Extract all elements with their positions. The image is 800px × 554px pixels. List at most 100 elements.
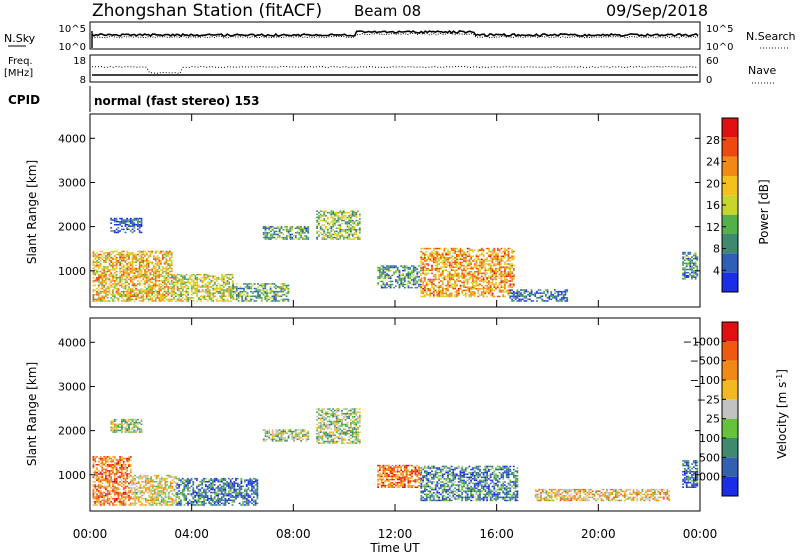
heatmap-cell — [495, 271, 497, 273]
heatmap-cell — [482, 281, 485, 284]
heatmap-cell — [332, 233, 334, 236]
heatmap-cell — [495, 272, 497, 275]
heatmap-cell — [687, 256, 690, 258]
heatmap-cell — [112, 491, 114, 494]
heatmap-cell — [396, 279, 399, 281]
heatmap-cell — [250, 300, 252, 302]
heatmap-cell — [307, 230, 310, 233]
heatmap-cell — [682, 268, 684, 271]
heatmap-cell — [126, 267, 129, 270]
heatmap-cell — [97, 280, 100, 282]
heatmap-cell — [157, 496, 160, 498]
heatmap-cell — [122, 273, 125, 276]
heatmap-cell — [103, 272, 105, 274]
heatmap-cell — [192, 292, 195, 294]
heatmap-cell — [684, 256, 686, 258]
heatmap-cell — [162, 488, 165, 491]
heatmap-cell — [687, 253, 690, 255]
heatmap-cell — [122, 496, 125, 498]
heatmap-cell — [126, 281, 129, 284]
heatmap-cell — [142, 294, 145, 296]
heatmap-cell — [457, 289, 460, 292]
heatmap-cell — [103, 260, 105, 262]
heatmap-cell — [559, 300, 561, 302]
heatmap-cell — [165, 298, 168, 301]
heatmap-cell — [424, 291, 426, 293]
heatmap-cell — [222, 286, 225, 288]
heatmap-cell — [121, 255, 123, 257]
heatmap-cell — [296, 238, 299, 240]
heatmap-cell — [192, 491, 195, 494]
heatmap-cell — [484, 291, 487, 293]
heatmap-cell — [96, 476, 98, 478]
heatmap-cell — [147, 260, 150, 262]
heatmap-cell — [268, 227, 270, 229]
heatmap-cell — [110, 250, 113, 253]
heatmap-cell — [447, 294, 449, 296]
heatmap-cell — [131, 263, 134, 265]
heatmap-cell — [154, 297, 157, 299]
heatmap-cell — [196, 286, 198, 288]
heatmap-cell — [235, 494, 237, 497]
heatmap-cell — [226, 481, 228, 483]
heatmap-cell — [504, 250, 506, 253]
heatmap-cell — [482, 288, 485, 290]
heatmap-cell — [222, 479, 225, 481]
heatmap-cell — [119, 462, 121, 464]
heatmap-cell — [504, 281, 506, 284]
heatmap-cell — [224, 482, 227, 484]
heatmap-cell — [126, 284, 129, 287]
heatmap-cell — [190, 290, 193, 293]
heatmap-cell — [380, 280, 383, 283]
heatmap-cell — [357, 219, 359, 222]
heatmap-cell — [242, 494, 244, 497]
heatmap-cell — [115, 426, 118, 429]
heatmap-cell — [452, 258, 455, 261]
heatmap-cell — [247, 502, 250, 505]
heatmap-cell — [445, 266, 448, 268]
heatmap-cell — [187, 490, 189, 492]
heatmap-cell — [149, 292, 152, 294]
heatmap-cell — [106, 290, 109, 293]
heatmap-cell — [504, 269, 506, 271]
heatmap-cell — [167, 286, 170, 288]
heatmap-cell — [129, 220, 132, 223]
heatmap-cell — [431, 257, 433, 259]
heatmap-cell — [130, 498, 133, 500]
heatmap-cell — [219, 278, 222, 280]
heatmap-cell — [158, 270, 161, 273]
heatmap-cell — [259, 295, 261, 297]
heatmap-cell — [157, 474, 160, 477]
heatmap-cell — [235, 290, 238, 293]
heatmap-cell — [129, 471, 132, 474]
heatmap-cell — [443, 261, 446, 264]
heatmap-cell — [303, 227, 306, 229]
heatmap-cell — [119, 502, 121, 505]
heatmap-cell — [153, 284, 155, 287]
heatmap-cell — [106, 456, 109, 458]
heatmap-cell — [220, 491, 223, 494]
heatmap-cell — [165, 253, 168, 256]
heatmap-cell — [234, 298, 236, 301]
heatmap-cell — [92, 498, 95, 500]
heatmap-cell — [464, 266, 467, 268]
heatmap-cell — [154, 286, 157, 288]
heatmap-cell — [108, 504, 111, 506]
heatmap-cell — [169, 267, 171, 270]
heatmap-cell — [145, 252, 148, 254]
heatmap-cell — [488, 269, 490, 271]
heatmap-cell — [99, 250, 102, 253]
heatmap-cell — [382, 268, 385, 270]
heatmap-cell — [491, 252, 494, 254]
heatmap-cell — [178, 289, 181, 291]
heatmap-cell — [566, 290, 569, 293]
heatmap-cell — [108, 255, 111, 257]
heatmap-cell — [386, 265, 388, 267]
heatmap-cell — [117, 224, 120, 226]
heatmap-cell — [187, 286, 190, 288]
heatmap-cell — [151, 267, 154, 270]
heatmap-cell — [94, 473, 97, 475]
heatmap-cell — [131, 294, 134, 296]
heatmap-cell — [141, 481, 144, 483]
heatmap-cell — [135, 295, 137, 297]
